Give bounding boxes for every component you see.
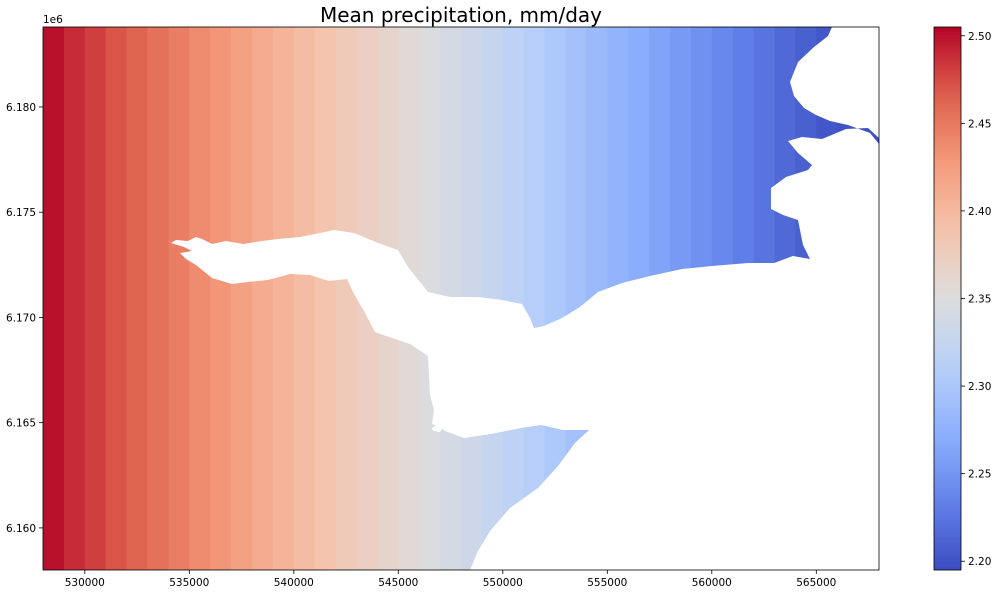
y-tick-label: 6.165 [6,418,36,430]
colorbar-tick-label: 2.50 [968,31,991,43]
heatmap-column [168,27,190,570]
heatmap-column [210,27,232,570]
x-tick-label: 535000 [169,577,209,589]
colorbar-tick-label: 2.20 [968,556,991,568]
heatmap-column [148,27,170,570]
y-offset-label: 1e6 [43,14,63,26]
colorbar-tick-label: 2.25 [968,469,991,481]
x-tick-label: 555000 [587,577,627,589]
heatmap-column [43,27,65,570]
colorbar-tick-label: 2.40 [968,206,991,218]
heatmap-column [273,27,295,570]
x-tick-label: 545000 [378,577,418,589]
x-tick-label: 530000 [65,577,105,589]
heatmap-column [336,27,358,570]
heatmap-column [64,27,86,570]
heatmap-column [189,27,211,570]
heatmap-column [106,27,128,570]
heatmap-column [294,27,316,570]
x-tick-label: 565000 [796,577,836,589]
heatmap-column [503,27,525,570]
x-tick-label: 540000 [274,577,314,589]
y-axis: 6.160 6.165 6.170 6.175 6.180 [6,102,43,535]
colorbar-tick-label: 2.35 [968,294,991,306]
heatmap-column [85,27,107,570]
heatmap-column [127,27,149,570]
colorbar-axis: 2.20 2.25 2.30 2.35 2.40 2.45 2.50 [961,31,991,568]
heatmap-column [315,27,337,570]
x-axis: 530000 535000 540000 545000 550000 555000 5600… [65,570,837,589]
heatmap-column [252,27,274,570]
y-tick-label: 6.175 [6,207,36,219]
y-tick-label: 6.170 [6,312,36,324]
colorbar-tick-label: 2.30 [968,381,991,393]
colorbar [934,27,961,570]
x-tick-label: 550000 [483,577,523,589]
chart-title: Mean precipitation, mm/day [320,3,602,27]
y-tick-label: 6.180 [6,102,36,114]
y-tick-label: 6.160 [6,523,36,535]
colorbar-tick-label: 2.45 [968,118,991,130]
x-tick-label: 560000 [692,577,732,589]
heatmap-column [231,27,253,570]
